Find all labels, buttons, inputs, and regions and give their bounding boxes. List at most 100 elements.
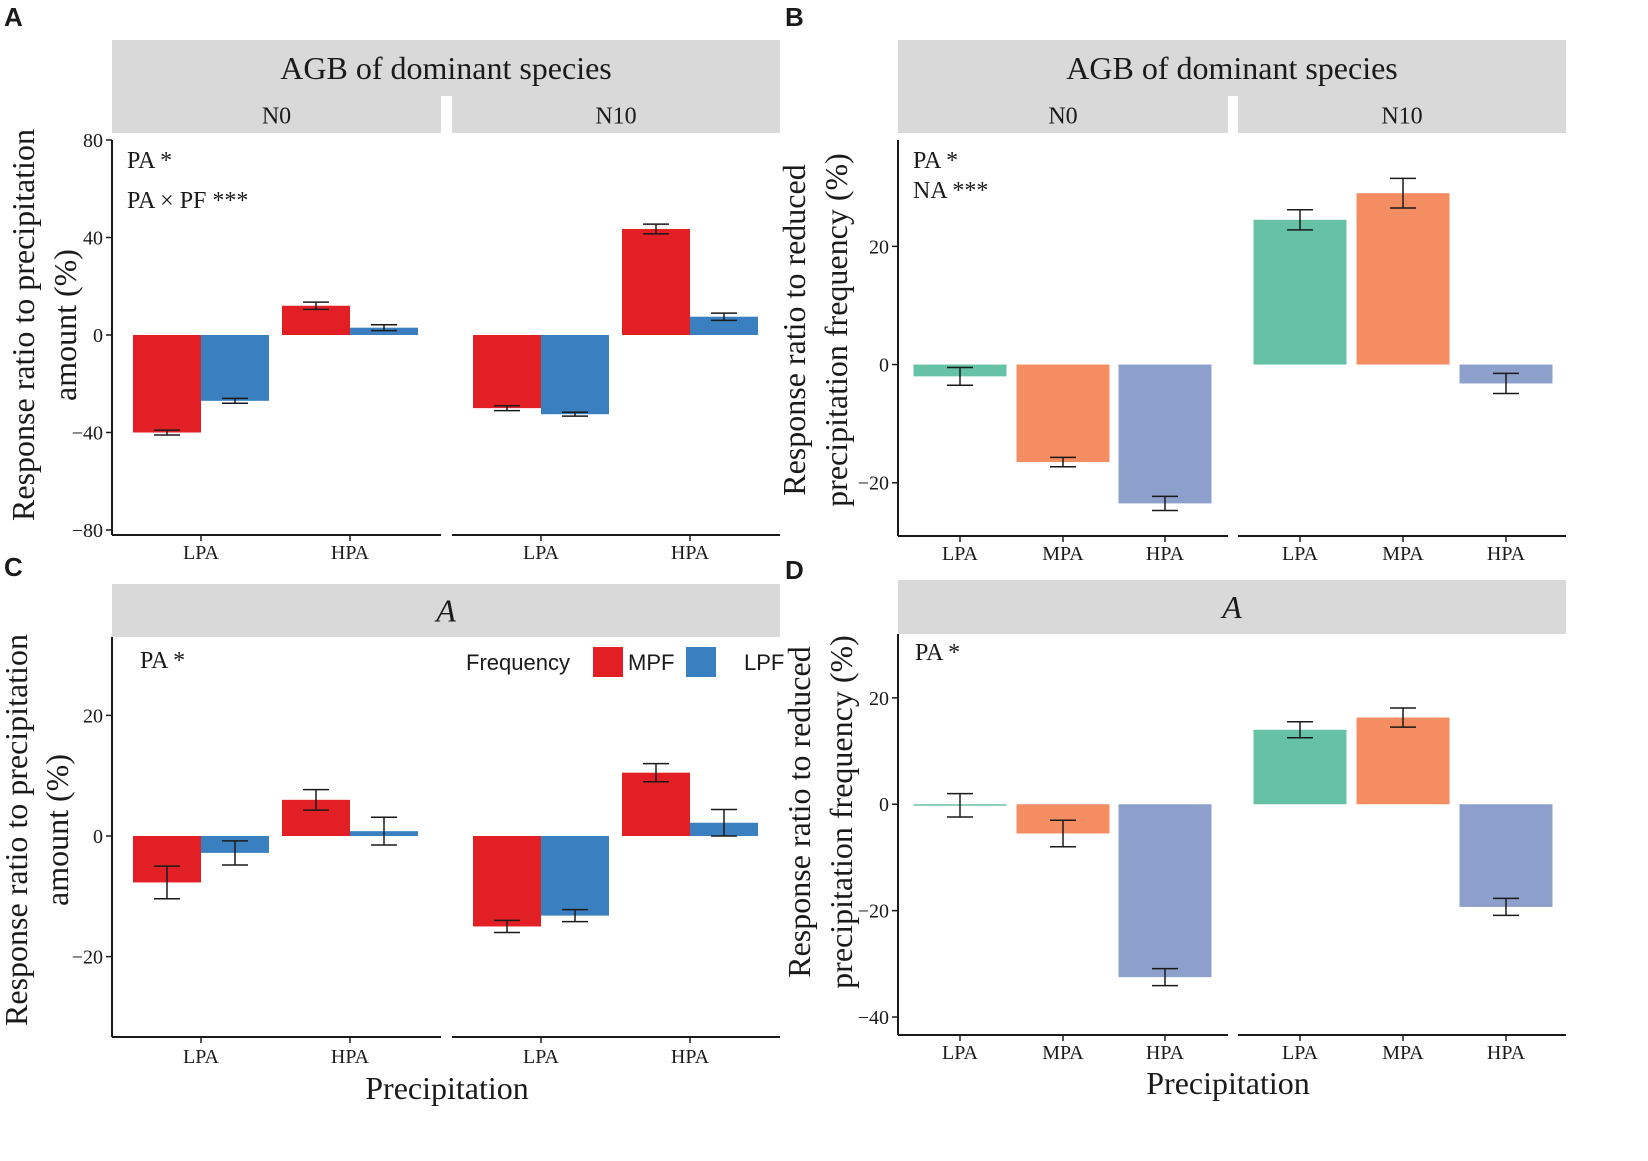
bar-mpf-hpa-n10 <box>622 228 690 335</box>
legend-title: Frequency <box>466 650 570 675</box>
x-tick-label: HPA <box>671 1046 710 1068</box>
title-strip <box>898 40 1566 96</box>
y-axis-title: precipitation frequency (%) <box>823 635 859 989</box>
panel-letter-a: A <box>4 2 23 32</box>
x-tick-label: LPA <box>1282 1042 1319 1064</box>
bar-mpf-lpa-n0 <box>133 335 201 433</box>
y-axis-title: Response ratio to precipitation <box>5 129 41 521</box>
y-tick-label: −20 <box>72 947 103 969</box>
y-tick-label: −40 <box>72 423 103 445</box>
significance-annotation: PA * <box>915 640 960 666</box>
facet-label: N0 <box>262 104 291 130</box>
y-axis-title: Response ratio to reduced <box>776 164 812 495</box>
panel-title: AGB of dominant species <box>280 50 612 86</box>
x-tick-label: HPA <box>1487 543 1526 565</box>
x-tick-label: MPA <box>1042 543 1084 565</box>
panel-b: AGB of dominant species N0 N10 −20 0 20 Respon… <box>776 40 1566 565</box>
x-tick-label: LPA <box>523 1046 560 1068</box>
x-tick-label: MPA <box>1382 1042 1424 1064</box>
bar-lpf-lpa-n10 <box>541 836 609 916</box>
significance-annotation: PA * <box>913 148 958 174</box>
bar-lpf-hpa-n10 <box>690 316 758 335</box>
bar-mpa-n10 <box>1356 717 1450 805</box>
x-tick-label: LPA <box>942 543 979 565</box>
panel-title: AGB of dominant species <box>1066 50 1398 86</box>
facet-strip <box>112 96 441 133</box>
bar-mpf-lpa-n10 <box>473 836 541 927</box>
panel-title: A <box>1220 589 1242 625</box>
facet-label: N10 <box>595 104 636 130</box>
x-tick-label: HPA <box>671 542 710 564</box>
y-axis-title: precipitation frequency (%) <box>818 153 854 507</box>
x-tick-label: LPA <box>183 542 220 564</box>
y-tick-label: 0 <box>879 794 889 816</box>
legend-swatch-lpf <box>686 647 716 677</box>
bar-mpf-lpa-n10 <box>473 335 541 409</box>
facet-strip <box>1238 96 1566 133</box>
bar-mpf-hpa-n10 <box>622 772 690 836</box>
facet-strip <box>898 96 1228 133</box>
significance-annotation: NA *** <box>913 178 988 204</box>
bar-lpa-n10 <box>1253 729 1347 805</box>
x-tick-label: HPA <box>331 1046 370 1068</box>
panel-letter-d: D <box>785 555 804 585</box>
y-tick-label: −20 <box>858 901 889 923</box>
title-strip <box>112 584 780 637</box>
facet-strip <box>452 96 780 133</box>
title-strip <box>898 580 1566 634</box>
bar-hpa-n10 <box>1459 804 1553 907</box>
bar-mpa-n10 <box>1356 193 1450 365</box>
panel-title: A <box>434 593 456 629</box>
x-tick-label: HPA <box>1146 1042 1185 1064</box>
y-tick-label: −40 <box>858 1007 889 1029</box>
x-tick-label: MPA <box>1042 1042 1084 1064</box>
legend-label-mpf: MPF <box>628 650 674 675</box>
y-axis-title: Response ratio to reduced <box>781 646 817 977</box>
y-axis-title: amount (%) <box>39 754 75 906</box>
x-tick-label: MPA <box>1382 543 1424 565</box>
x-axis-title: Precipitation <box>1146 1065 1310 1101</box>
panel-letter-c: C <box>4 552 23 582</box>
legend-label-lpf: LPF <box>744 650 784 675</box>
y-tick-label: 0 <box>879 355 889 377</box>
x-axis-title: Precipitation <box>365 1070 529 1106</box>
y-axis-title: Response ratio to precipitation <box>0 634 34 1026</box>
facet-label: N10 <box>1381 104 1422 130</box>
bar-hpa-n0 <box>1118 804 1212 978</box>
legend-swatch-mpf <box>593 647 623 677</box>
bar-hpa-n0 <box>1118 364 1212 504</box>
x-tick-label: HPA <box>1487 1042 1526 1064</box>
y-tick-label: 20 <box>869 688 889 710</box>
y-tick-label: 80 <box>83 130 103 152</box>
bar-mpa-n0 <box>1016 364 1110 463</box>
x-tick-label: HPA <box>1146 543 1185 565</box>
y-tick-label: −80 <box>72 520 103 542</box>
facet-label: N0 <box>1048 104 1077 130</box>
bar-lpa-n10 <box>1253 219 1347 365</box>
x-tick-label: LPA <box>1282 543 1319 565</box>
panel-c: A −20 0 20 Response ratio to precipitation am… <box>0 584 784 1068</box>
x-tick-label: LPA <box>523 542 560 564</box>
bar-lpf-lpa-n0 <box>201 335 269 401</box>
y-tick-label: 0 <box>93 826 103 848</box>
title-strip <box>112 40 780 96</box>
bar-lpf-lpa-n10 <box>541 335 609 415</box>
y-tick-label: 0 <box>93 325 103 347</box>
y-tick-label: 20 <box>869 236 889 258</box>
panel-a: AGB of dominant species N0 N10 −80 −40 0 40 80 R… <box>5 40 780 564</box>
y-tick-label: −20 <box>858 473 889 495</box>
panel-letters: A B C D <box>4 2 804 585</box>
panel-d: A −40 −20 0 20 Response ratio to reduced preci… <box>781 580 1566 1064</box>
x-tick-label: LPA <box>942 1042 979 1064</box>
y-tick-label: 40 <box>83 228 103 250</box>
y-axis-title: amount (%) <box>47 249 83 401</box>
panel-letter-b: B <box>785 2 804 32</box>
significance-annotation: PA * <box>140 648 185 674</box>
significance-annotation: PA × PF *** <box>127 188 248 214</box>
x-tick-label: HPA <box>331 542 370 564</box>
bar-mpf-hpa-n0 <box>282 305 350 335</box>
significance-annotation: PA * <box>127 148 172 174</box>
y-tick-label: 20 <box>83 705 103 727</box>
x-tick-label: LPA <box>183 1046 220 1068</box>
